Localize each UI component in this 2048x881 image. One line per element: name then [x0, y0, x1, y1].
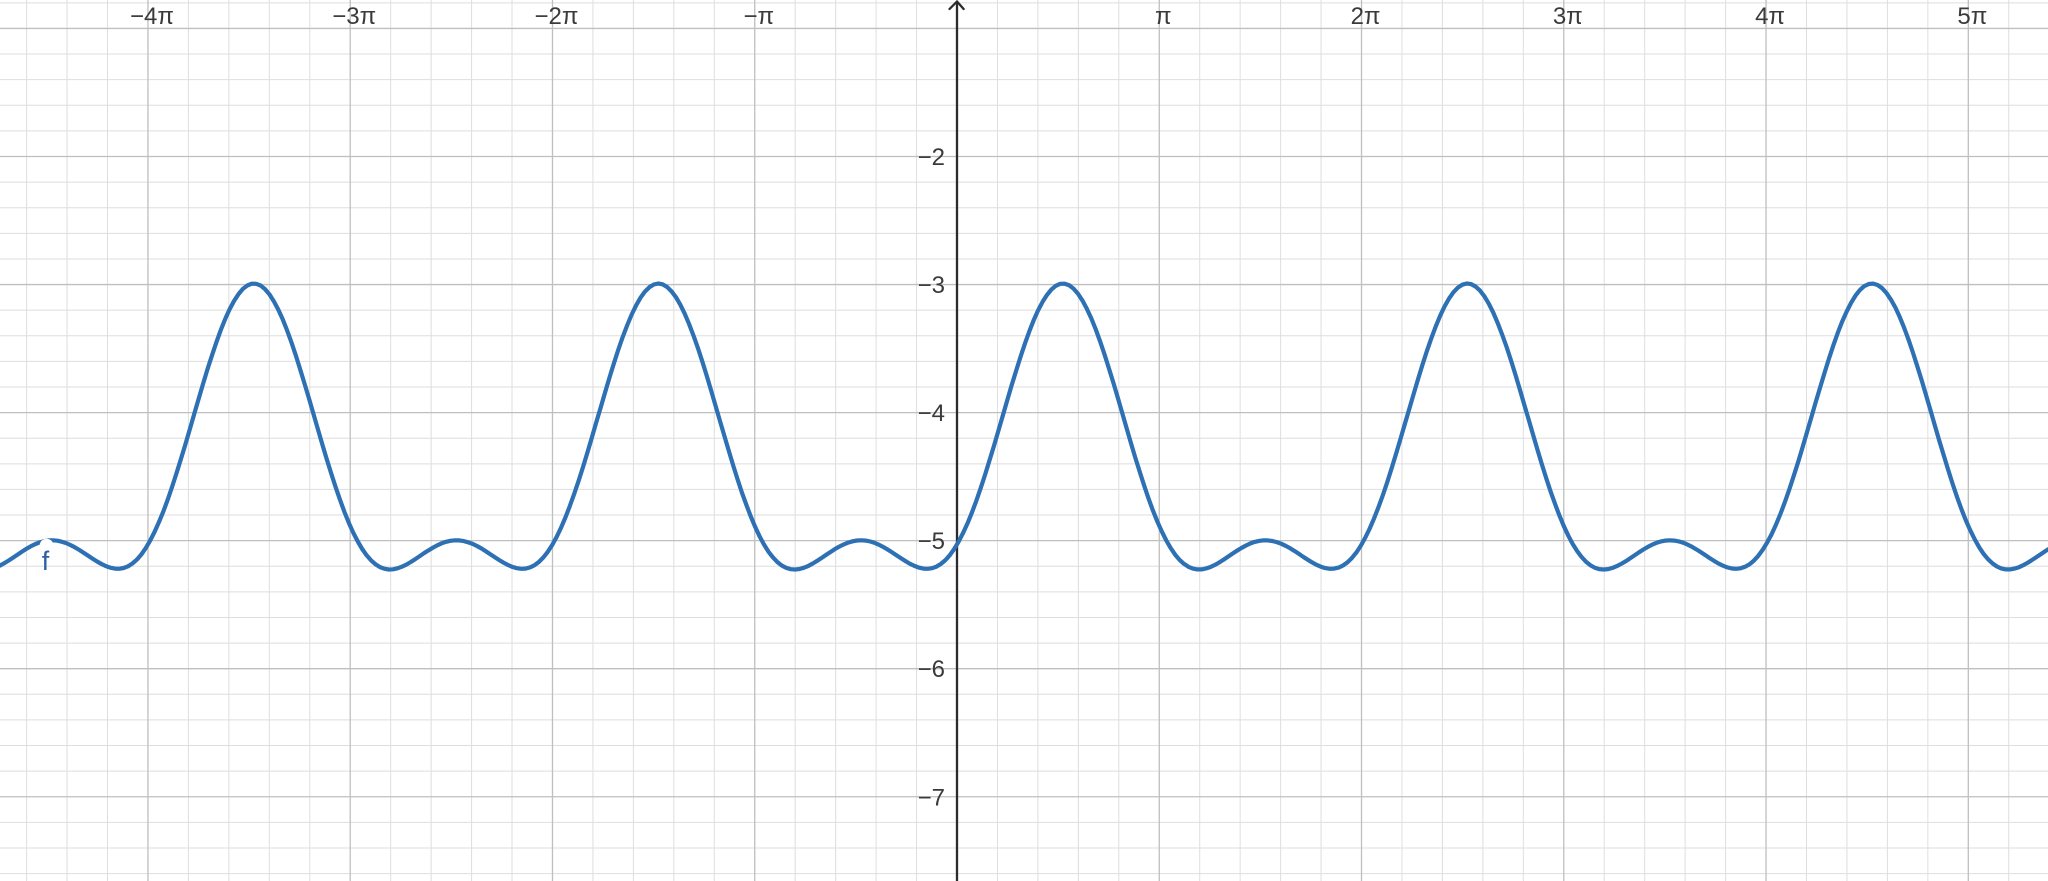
svg-text:π: π	[1155, 3, 1172, 30]
svg-text:f: f	[42, 546, 50, 576]
svg-text:−2: −2	[918, 144, 945, 171]
svg-text:−3π: −3π	[332, 3, 376, 30]
svg-text:−3: −3	[918, 272, 945, 299]
svg-text:4π: 4π	[1755, 3, 1785, 30]
svg-text:2π: 2π	[1351, 3, 1381, 30]
svg-text:−π: −π	[743, 3, 774, 30]
svg-text:−4: −4	[918, 400, 945, 427]
svg-text:−4π: −4π	[130, 3, 174, 30]
svg-text:−2π: −2π	[535, 3, 579, 30]
svg-text:−6: −6	[918, 656, 945, 683]
svg-text:3π: 3π	[1553, 3, 1583, 30]
svg-text:−5: −5	[918, 528, 945, 555]
svg-text:5π: 5π	[1957, 3, 1987, 30]
svg-text:−7: −7	[918, 784, 945, 811]
